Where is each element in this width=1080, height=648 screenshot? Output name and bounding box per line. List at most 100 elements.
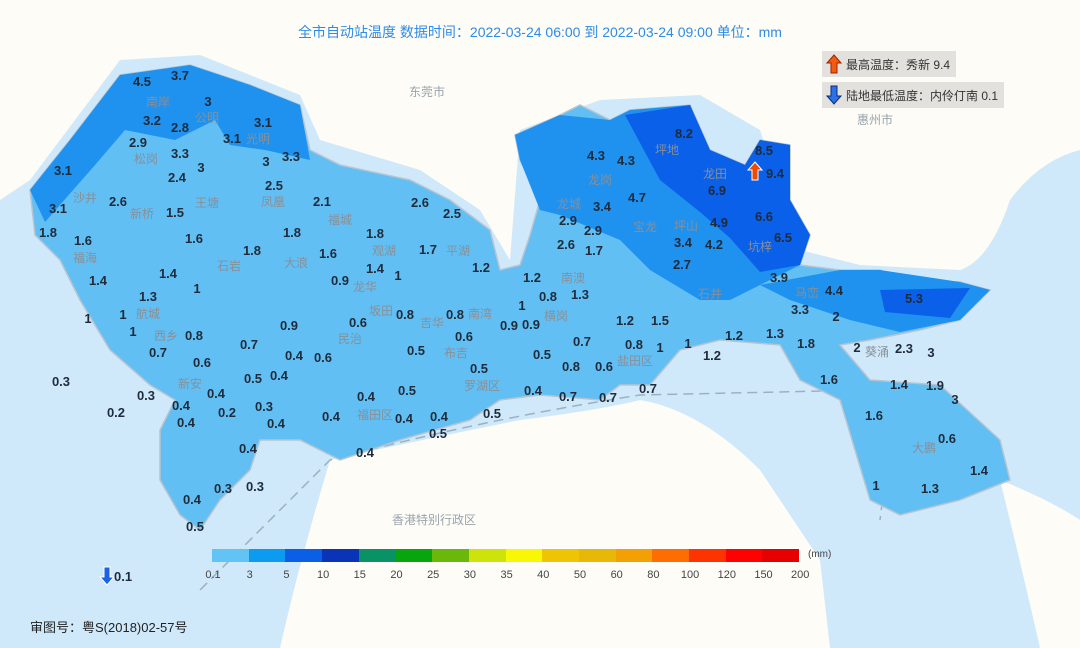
station-value: 3 — [197, 160, 204, 175]
station-value: 2.1 — [313, 194, 331, 209]
max-marker[interactable] — [746, 161, 764, 181]
legend-tick: 30 — [463, 569, 477, 581]
station-value: 0.6 — [193, 355, 211, 370]
station-value: 1.5 — [166, 205, 184, 220]
station-value: 0.9 — [280, 318, 298, 333]
legend-tick: 80 — [647, 569, 660, 581]
station-value: 0.4 — [183, 492, 202, 507]
min-temp-badge[interactable]: 陆地最低温度：内伶仃南 0.1 — [822, 82, 1005, 108]
station-value: 0.6 — [349, 315, 367, 330]
station-value: 1.6 — [865, 408, 883, 423]
place-name: 公明 — [195, 111, 219, 125]
place-name: 西乡 — [154, 329, 178, 343]
station-value: 1.5 — [651, 313, 669, 328]
station-value: 1 — [193, 281, 200, 296]
station-value: 3.3 — [282, 149, 300, 164]
place-name: 罗湖区 — [464, 378, 500, 393]
station-value: 0.8 — [562, 359, 580, 374]
rain-zone-ne — [515, 105, 810, 300]
station-value: 1.4 — [366, 261, 385, 276]
station-value: 1.2 — [703, 348, 721, 363]
max-temp-badge[interactable]: 最高温度：秀新 9.4 — [822, 51, 957, 77]
station-value: 3.1 — [223, 131, 241, 146]
rain-zone-pingdi — [625, 105, 810, 272]
max-temp-label: 最高温度：秀新 9.4 — [846, 57, 951, 72]
min-marker[interactable]: 0.1 — [98, 566, 132, 586]
station-value: 2.6 — [109, 194, 127, 209]
station-value: 3.7 — [171, 68, 189, 83]
place-name: 龙城 — [557, 197, 581, 211]
station-value: 1.4 — [159, 266, 178, 281]
place-name: 大鹏 — [912, 441, 936, 455]
legend-swatch — [762, 549, 799, 562]
station-value: 0.7 — [559, 389, 577, 404]
station-value: 1.2 — [523, 270, 541, 285]
legend-swatch — [212, 549, 249, 562]
legend-swatch — [358, 549, 396, 562]
place-name: 宝龙 — [633, 220, 657, 234]
station-value: 0.5 — [186, 519, 204, 534]
station-value: 4.4 — [825, 283, 844, 298]
station-value: 1.3 — [139, 289, 157, 304]
station-value: 1.6 — [74, 233, 92, 248]
place-name: 石井 — [698, 287, 722, 301]
station-value: 0.4 — [322, 409, 341, 424]
place-name: 龙华 — [353, 280, 377, 294]
place-name: 平湖 — [446, 243, 470, 258]
place-name: 坪山 — [674, 219, 698, 233]
station-value: 0.7 — [240, 337, 258, 352]
legend-swatch — [322, 549, 359, 562]
station-value: 3.3 — [171, 146, 189, 161]
legend-swatch — [688, 549, 726, 562]
place-name: 盐田区 — [617, 354, 653, 368]
city-label: 惠州市 — [857, 112, 893, 127]
max-marker-value: 9.4 — [766, 166, 785, 181]
station-value: 1.7 — [419, 242, 437, 257]
station-value: 3.1 — [49, 201, 67, 216]
station-value: 0.4 — [524, 383, 543, 398]
station-value: 2.7 — [673, 257, 691, 272]
station-value: 6.5 — [774, 230, 792, 245]
station-value: 1.4 — [89, 273, 108, 288]
station-value: 2.5 — [265, 178, 283, 193]
station-value: 0.5 — [533, 347, 551, 362]
station-value: 1 — [656, 340, 663, 355]
station-value: 4.5 — [133, 74, 151, 89]
place-name: 观湖 — [372, 243, 396, 258]
station-value: 1.6 — [319, 246, 337, 261]
station-value: 4.7 — [628, 190, 646, 205]
station-value: 0.7 — [639, 381, 657, 396]
station-value: 0.8 — [539, 289, 557, 304]
legend-swatch — [395, 549, 433, 562]
legend-tick: 100 — [680, 569, 700, 581]
station-value: 0.4 — [239, 441, 258, 456]
arrow-down-icon — [826, 85, 842, 105]
place-name: 福海 — [73, 250, 97, 265]
station-value: 1.2 — [725, 328, 743, 343]
station-value: 4.2 — [705, 237, 723, 252]
legend-tick: 25 — [427, 569, 440, 581]
map-approval-number: 审图号：粤S(2018)02-57号 — [30, 620, 188, 635]
station-value: 0.4 — [172, 398, 191, 413]
place-name: 航城 — [136, 306, 160, 321]
station-value: 0.3 — [214, 481, 232, 496]
station-value: 0.3 — [52, 374, 70, 389]
station-value: 0.2 — [107, 405, 125, 420]
station-value: 1.9 — [926, 378, 944, 393]
station-value: 0.9 — [331, 273, 349, 288]
station-value: 0.8 — [396, 307, 414, 322]
legend-tick: 5 — [283, 569, 290, 581]
station-value: 1.3 — [921, 481, 939, 496]
station-value: 1.8 — [39, 225, 57, 240]
station-value: 0.4 — [430, 409, 449, 424]
station-value: 3.4 — [593, 199, 612, 214]
legend-swatch — [652, 549, 689, 562]
legend-tick: 20 — [390, 569, 403, 581]
legend-tick: 0.1 — [205, 569, 221, 581]
station-value: 2.6 — [557, 237, 575, 252]
station-value: 5.3 — [905, 291, 923, 306]
station-value: 6.9 — [708, 183, 726, 198]
